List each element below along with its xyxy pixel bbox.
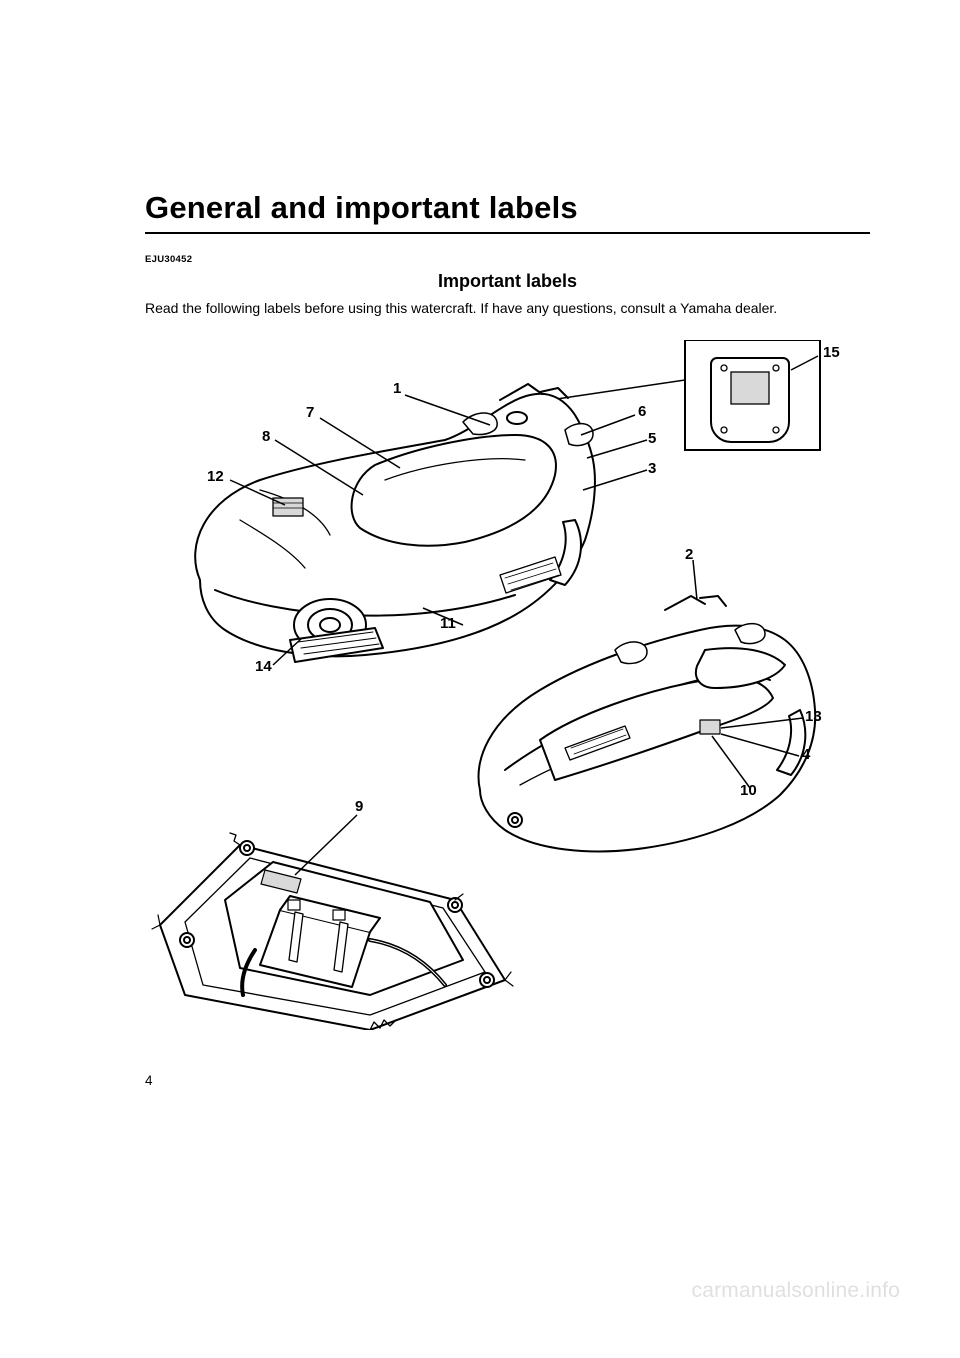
inset-panel: [685, 340, 820, 450]
doc-code: EJU30452: [145, 254, 870, 265]
rear-watercraft: [195, 384, 595, 662]
callout-7: 7: [306, 404, 314, 421]
body-text: Read the following labels before using t…: [145, 298, 870, 318]
callout-10: 10: [740, 782, 757, 799]
front-watercraft: [478, 596, 815, 851]
page-title: General and important labels: [145, 190, 870, 226]
callout-8: 8: [262, 428, 270, 445]
callout-9: 9: [355, 798, 363, 815]
section-heading: Important labels: [145, 271, 870, 292]
callout-3: 3: [648, 460, 656, 477]
title-row: General and important labels: [145, 190, 870, 234]
callout-4: 4: [802, 746, 810, 763]
callout-6: 6: [638, 403, 646, 420]
callout-11: 11: [440, 615, 456, 632]
watermark: carmanualsonline.info: [692, 1279, 901, 1303]
callout-13: 13: [805, 708, 822, 725]
engine-bay: [152, 833, 513, 1030]
page-number: 4: [145, 1073, 153, 1088]
page: General and important labels EJU30452 Im…: [0, 0, 960, 1358]
callout-14: 14: [255, 658, 272, 675]
callout-1: 1: [393, 380, 401, 397]
callout-5: 5: [648, 430, 656, 447]
callout-12: 12: [207, 468, 224, 485]
callout-2: 2: [685, 546, 693, 563]
labels-diagram: 1 2 3 4 5 6 7 8 9 10 11 12 13 14 15: [145, 340, 865, 1030]
callout-15: 15: [823, 344, 840, 361]
